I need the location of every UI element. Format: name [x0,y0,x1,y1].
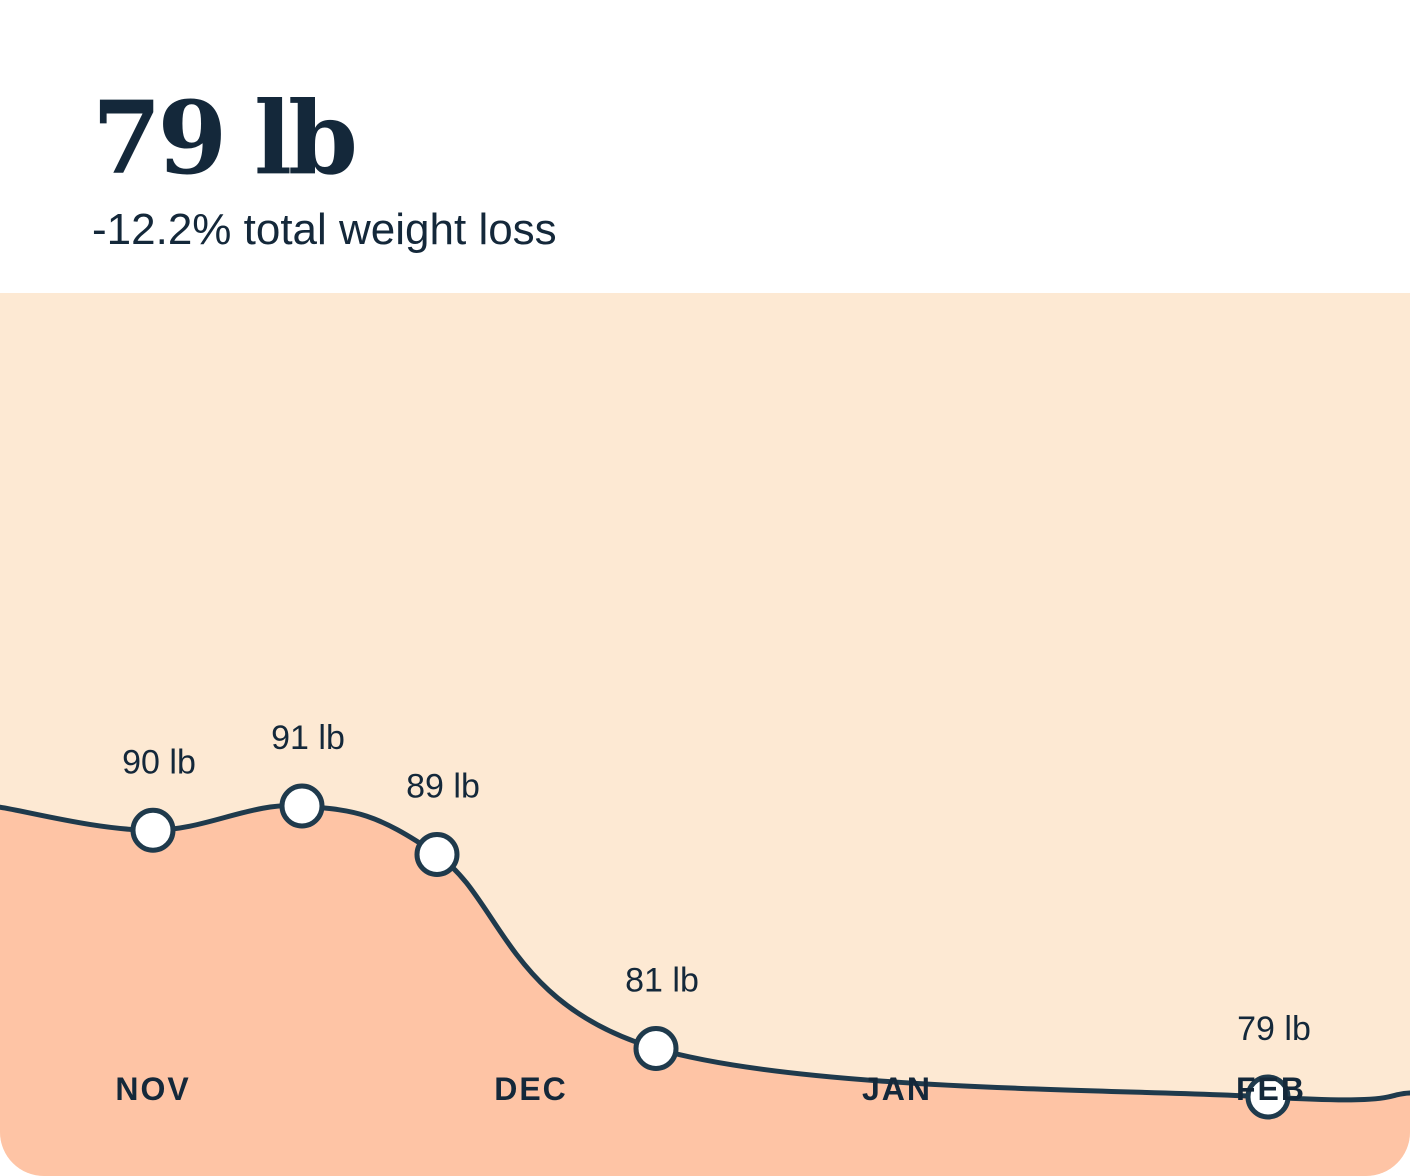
data-point-label: 89 lb [406,768,480,806]
data-point-marker[interactable] [130,807,176,853]
x-tick-label: FEB [1236,1071,1306,1107]
weight-chart-svg: 90 lb 91 lb 89 lb 81 lb 79 lb NOV DEC JAN FEB [0,293,1410,1176]
data-point-label: 91 lb [271,719,345,757]
data-point-label: 81 lb [625,962,699,1000]
current-weight: 79 lb [92,79,358,197]
x-tick-label: JAN [862,1071,932,1107]
weight-loss-summary: -12.2% total weight loss [92,205,557,254]
weight-area-fill [0,805,1410,1176]
weight-chart: 90 lb 91 lb 89 lb 81 lb 79 lb NOV DEC JAN FEB [0,293,1410,1176]
data-point-marker[interactable] [633,1026,679,1071]
data-point-marker[interactable] [1245,1074,1291,1120]
data-point-marker[interactable] [279,783,325,829]
weight-summary: 79 lb -12.2% total weight loss [92,88,557,252]
data-point-marker[interactable] [414,832,460,877]
data-point-label: 79 lb [1237,1010,1311,1048]
x-tick-label: NOV [115,1071,190,1107]
x-tick-label: DEC [494,1071,568,1107]
data-point-label: 90 lb [122,743,196,781]
